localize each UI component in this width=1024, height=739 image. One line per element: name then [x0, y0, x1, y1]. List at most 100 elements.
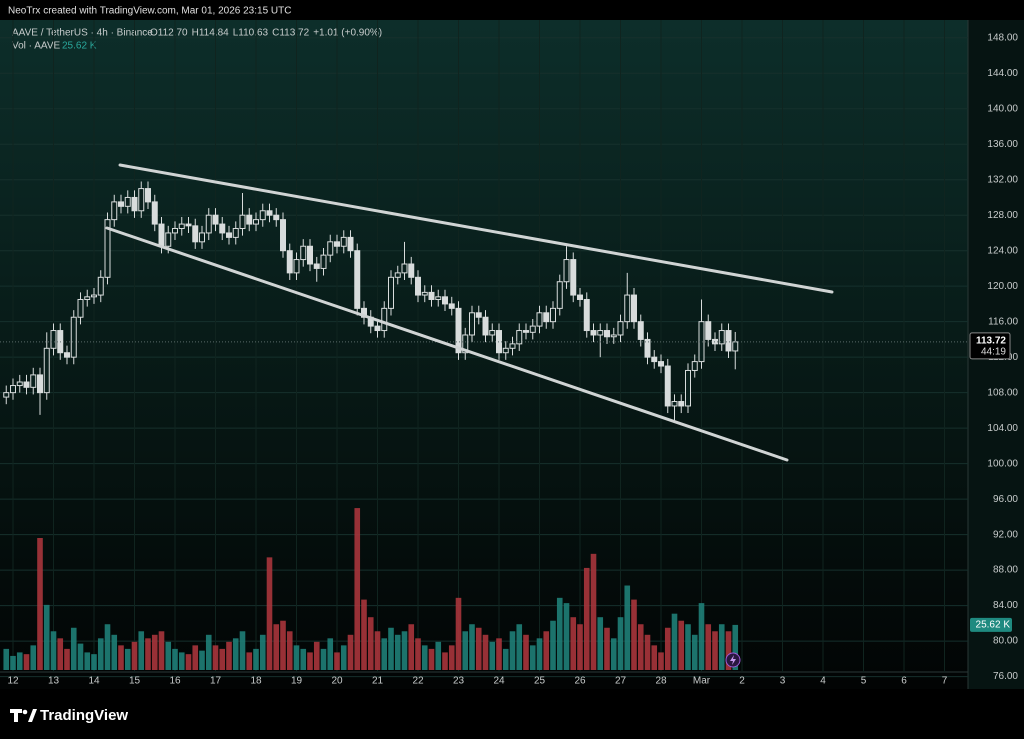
volume-bar: [577, 624, 583, 670]
candle-body: [482, 316, 489, 336]
y-tick-label: 132.00: [987, 174, 1018, 185]
countdown: 44:19: [981, 347, 1006, 358]
candle-body: [340, 236, 347, 247]
volume-bar: [543, 631, 550, 670]
volume-bar: [556, 597, 563, 670]
volume-bar: [489, 641, 496, 670]
volume-bar: [617, 617, 624, 670]
volume-bar: [185, 654, 192, 670]
volume-bar: [178, 652, 185, 670]
candle-body: [151, 201, 158, 225]
candle-body: [651, 356, 658, 363]
candle-body: [104, 219, 111, 278]
y-tick-label: 128.00: [987, 210, 1018, 221]
trend-line: [118, 163, 834, 294]
candle-body: [138, 188, 145, 212]
volume-bar: [199, 650, 205, 670]
volume-bar: [354, 508, 361, 670]
candle-body: [516, 330, 523, 345]
candle-body: [307, 245, 313, 265]
candle-body: [442, 296, 448, 305]
volume-bar: [266, 557, 273, 670]
candle-body: [475, 312, 482, 318]
volume-bar: [428, 648, 435, 670]
volume-bar: [280, 620, 286, 670]
y-tick-label: 120.00: [987, 281, 1018, 292]
volume-bar: [50, 631, 57, 670]
volume-bar: [597, 617, 604, 670]
candle-body: [550, 307, 556, 323]
candle-body: [617, 321, 624, 336]
x-tick-label: Mar: [693, 676, 711, 687]
volume-bar: [610, 638, 617, 670]
volume-bar: [232, 638, 239, 670]
volume-bar: [374, 631, 381, 670]
brand: TradingView: [40, 707, 128, 724]
volume-bar: [691, 634, 698, 670]
volume-bar: [529, 645, 536, 670]
candle-body: [556, 281, 563, 309]
candle-body: [577, 294, 583, 300]
x-tick-label: 12: [7, 676, 19, 687]
ohlc-legend: O112.70 H114.84 L110.63 C113.72 +1.01 (+0.90…: [150, 28, 382, 39]
volume-bar: [104, 624, 111, 670]
candle-body: [678, 401, 685, 407]
volume-bar: [718, 624, 725, 670]
volume-bar: [37, 538, 43, 670]
candle-body: [172, 228, 178, 234]
y-tick-label: 144.00: [987, 68, 1018, 79]
candle-body: [428, 291, 435, 300]
candle-body: [590, 330, 597, 336]
candle-body: [671, 401, 678, 407]
volume-bar: [97, 638, 104, 670]
volume-bar: [131, 641, 138, 670]
volume-value: 25.62 K: [62, 41, 97, 52]
candle-body: [583, 298, 590, 332]
volume-bar: [408, 624, 415, 670]
volume-bar: [347, 634, 354, 670]
symbol: AAVE / TetherUS · 4h · Binance: [12, 28, 153, 39]
candle-body: [199, 232, 205, 243]
volume-bar: [158, 631, 165, 670]
volume-bar: [253, 648, 259, 670]
volume-bar: [381, 638, 388, 670]
volume-bar: [678, 620, 685, 670]
volume-bar: [151, 634, 158, 670]
candle-body: [732, 341, 739, 352]
candle-body: [43, 347, 50, 394]
legend-value: L110.63: [233, 28, 269, 39]
candle-body: [496, 330, 502, 354]
y-tick-label: 92.00: [993, 529, 1018, 540]
y-tick-label: 104.00: [987, 423, 1018, 434]
candle-body: [718, 330, 725, 345]
candle-body: [320, 254, 327, 269]
y-tick-label: 140.00: [987, 103, 1018, 114]
volume-bar: [57, 638, 64, 670]
candle-body: [523, 330, 529, 333]
candle-body: [327, 241, 334, 256]
candle-body: [435, 296, 442, 300]
candle-body: [23, 381, 30, 388]
volume-bar: [43, 604, 50, 670]
candle-body: [118, 201, 124, 207]
volume-bar: [658, 652, 664, 670]
volume-bar: [705, 624, 712, 670]
candle-body: [691, 361, 698, 371]
candle-body: [597, 330, 604, 336]
volume-bar: [334, 652, 340, 670]
candle-body: [266, 210, 273, 216]
y-tick-label: 84.00: [993, 600, 1018, 611]
volume-bar: [118, 645, 124, 670]
volume-bar: [327, 638, 334, 670]
candle-body: [131, 196, 138, 212]
candle-body: [347, 236, 354, 252]
volume-bar: [475, 627, 482, 670]
volume-bar: [394, 634, 401, 670]
candle-body: [232, 228, 239, 238]
candle-body: [448, 303, 455, 309]
candle-body: [192, 225, 199, 243]
x-tick-label: 7: [942, 676, 948, 687]
candle-body: [604, 330, 610, 338]
volume-bar: [16, 652, 23, 670]
